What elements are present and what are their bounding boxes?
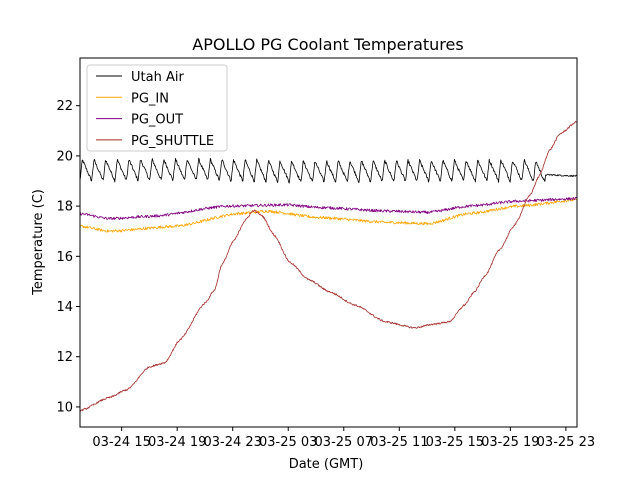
- legend-label: PG_IN: [131, 91, 169, 106]
- y-tick-label: 18: [56, 200, 73, 215]
- x-tick-label: 03-25 07: [315, 435, 373, 450]
- y-tick-label: 22: [56, 99, 73, 114]
- x-tick-label: 03-25 23: [537, 435, 595, 450]
- legend-label: Utah Air: [131, 70, 184, 85]
- y-tick-label: 12: [56, 350, 73, 365]
- x-tick-label: 03-24 19: [148, 435, 206, 450]
- y-axis-label: Temperature (C): [31, 189, 46, 296]
- y-tick-label: 14: [56, 300, 73, 315]
- y-tick-label: 16: [56, 250, 73, 265]
- x-tick-label: 03-24 23: [203, 435, 261, 450]
- x-tick-label: 03-25 03: [259, 435, 317, 450]
- legend-box: [86, 64, 228, 152]
- x-tick-label: 03-25 15: [426, 435, 484, 450]
- x-tick-label: 03-25 19: [481, 435, 539, 450]
- legend: Utah Air PG_IN PG_OUT PG_SHUTTLE: [86, 64, 228, 152]
- x-axis-label: Date (GMT): [289, 457, 364, 472]
- chart-title: APOLLO PG Coolant Temperatures: [192, 35, 463, 54]
- series-line-pg-out: [79, 196, 578, 221]
- y-tick-label: 10: [56, 400, 73, 415]
- series-line-pg-shuttle: [79, 121, 578, 412]
- y-axis: 10 12 14 16 18 20 22: [56, 99, 80, 415]
- series-layer: [79, 121, 578, 412]
- series-line-utah-air: [79, 157, 578, 184]
- x-tick-label: 03-25 11: [370, 435, 428, 450]
- series-line-pg-in: [79, 198, 578, 233]
- x-tick-label: 03-24 15: [92, 435, 150, 450]
- y-tick-label: 20: [56, 149, 73, 164]
- legend-label: PG_OUT: [131, 113, 183, 128]
- legend-label: PG_SHUTTLE: [131, 134, 214, 149]
- plot-area: [79, 57, 578, 428]
- axes-frame: [79, 57, 578, 428]
